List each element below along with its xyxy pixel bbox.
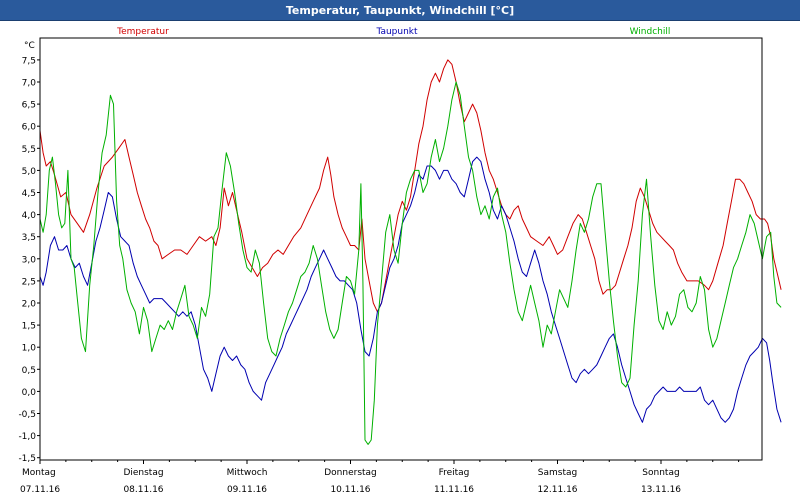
y-tick-label: 7,0 <box>22 79 37 89</box>
y-tick-label: 0,0 <box>22 388 37 398</box>
series-lines <box>39 59 782 445</box>
series-line-taupunkt <box>39 156 782 423</box>
axis-labels: 7,5 7,0 6,5 6,0 5,5 5,0 4,5 4,0 3,5 3,0 2,5 2,0 1,5 1… <box>18 41 681 495</box>
x-day-label: Montag <box>22 468 56 478</box>
x-day-label: Donnerstag <box>324 468 377 478</box>
x-date-label: 11.11.16 <box>434 485 474 495</box>
plot-area <box>39 37 763 461</box>
y-tick-label: 4,0 <box>22 211 37 221</box>
x-day-label: Mittwoch <box>227 468 268 478</box>
y-tick-label: 3,5 <box>22 233 36 243</box>
x-day-label: Dienstag <box>123 468 163 478</box>
y-tick-label: 3,0 <box>22 255 37 265</box>
y-tick-label: -0,5 <box>18 410 36 420</box>
plot-frame <box>39 37 763 461</box>
y-tick-label: -1,0 <box>18 432 36 442</box>
y-axis-label: °C <box>24 41 35 51</box>
x-day-label: Freitag <box>439 468 470 478</box>
x-date-label: 09.11.16 <box>227 485 267 495</box>
legend: Temperatur Taupunkt Windchill <box>39 27 763 461</box>
y-tick-label: 4,5 <box>22 189 36 199</box>
x-date-label: 10.11.16 <box>330 485 370 495</box>
x-date-label: 07.11.16 <box>20 485 60 495</box>
x-date-label: 12.11.16 <box>537 485 577 495</box>
y-tick-label: 1,5 <box>22 322 36 332</box>
y-tick-label: 5,5 <box>22 145 36 155</box>
x-day-label: Samstag <box>538 468 577 478</box>
y-tick-label: 6,0 <box>22 123 37 133</box>
axes <box>37 37 763 464</box>
y-tick-label: 5,0 <box>22 167 37 177</box>
legend-entry-windchill: Windchill <box>630 27 671 37</box>
y-tick-label: -1,5 <box>18 454 36 464</box>
window-title-bar: Temperatur, Taupunkt, Windchill [°C] <box>0 0 800 21</box>
y-tick-label: 2,0 <box>22 300 37 310</box>
y-tick-label: 6,5 <box>22 101 36 111</box>
x-date-label: 13.11.16 <box>641 485 681 495</box>
y-tick-label: 1,0 <box>22 344 37 354</box>
window-title: Temperatur, Taupunkt, Windchill [°C] <box>285 3 515 17</box>
x-date-label: 08.11.16 <box>123 485 163 495</box>
y-tick-label: 0,5 <box>22 366 36 376</box>
series-line-temperatur <box>39 59 782 313</box>
y-tick-label: 7,5 <box>22 56 36 66</box>
legend-entry-temperatur: Temperatur <box>116 27 169 37</box>
x-day-label: Sonntag <box>642 468 679 478</box>
y-tick-label: 2,5 <box>22 277 36 287</box>
series-line-windchill <box>39 81 782 445</box>
legend-entry-taupunkt: Taupunkt <box>375 27 418 37</box>
